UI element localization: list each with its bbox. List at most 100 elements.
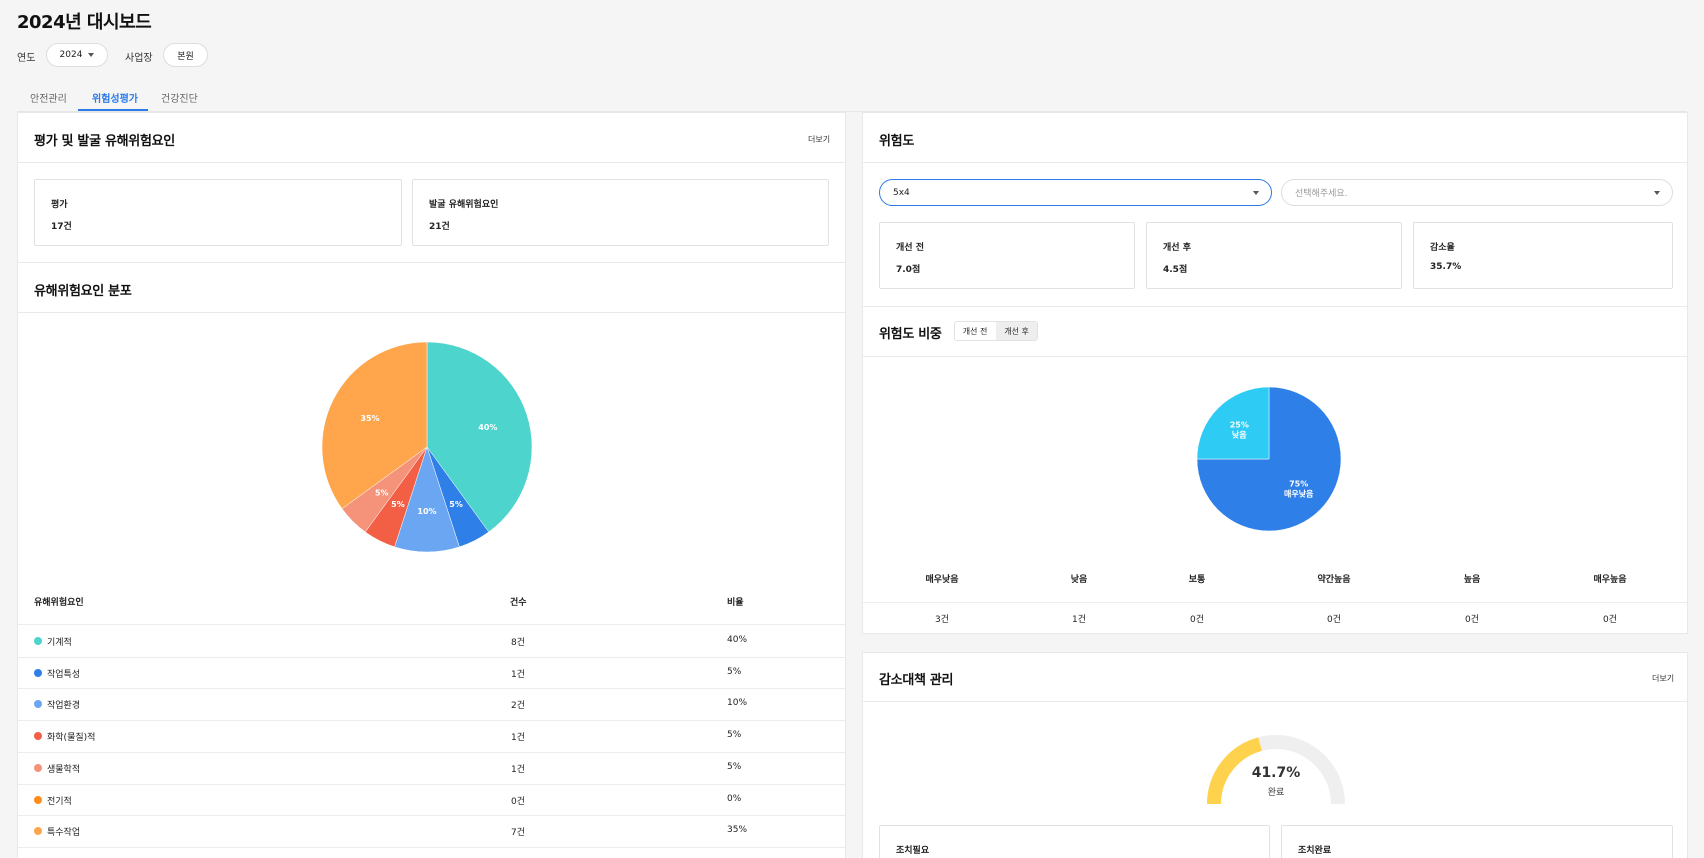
distribution-title: 유해위험요인 분포 xyxy=(34,284,132,299)
hazard-ratio: 10% xyxy=(727,698,748,709)
reduction-panel xyxy=(862,652,1688,858)
hazard-name: 생물학적 xyxy=(47,764,81,775)
level-header: 보통 xyxy=(1188,575,1206,585)
action-done-label: 조치완료 xyxy=(1298,846,1332,856)
legend-dot xyxy=(34,732,42,741)
gauge-fill xyxy=(1207,737,1263,805)
hazard-name: 기계적 xyxy=(47,638,72,648)
legend-dot xyxy=(34,795,42,804)
hazard-pie-label: 10% xyxy=(417,507,436,516)
reduction-more-link[interactable]: 더보기 xyxy=(1652,674,1675,683)
tab-risk-assessment[interactable]: 위험성평가 xyxy=(92,94,138,105)
hazard-ratio: 0% xyxy=(727,793,742,804)
hazard-count: 1건 xyxy=(511,669,526,680)
hazard-more-link[interactable]: 더보기 xyxy=(808,135,831,144)
level-header: 약간높음 xyxy=(1317,575,1351,585)
hazard-ratio: 5% xyxy=(727,761,742,772)
risk-pie-slice xyxy=(1196,386,1270,460)
divider xyxy=(18,815,845,817)
hazard-ratio: 40% xyxy=(727,635,748,645)
hazard-name: 작업환경 xyxy=(47,701,81,712)
site-select[interactable]: 본원 xyxy=(163,43,208,67)
found-hazard-value: 21건 xyxy=(429,222,450,232)
site-label: 사업장 xyxy=(125,53,153,64)
hazard-count: 1건 xyxy=(511,764,526,775)
level-count: 0건 xyxy=(1326,615,1341,625)
hazard-pie-slice xyxy=(321,341,428,510)
year-select[interactable]: 2024 xyxy=(46,43,108,67)
level-header: 낮음 xyxy=(1070,575,1088,585)
divider xyxy=(18,751,845,753)
legend-dot xyxy=(34,700,42,709)
year-label: 연도 xyxy=(17,53,36,64)
chevron-down-icon xyxy=(88,53,95,57)
divider xyxy=(18,624,845,625)
reduction-rate-card xyxy=(1413,222,1673,289)
gauge-value: 41.7% xyxy=(1251,765,1301,781)
level-header: 높음 xyxy=(1463,575,1481,585)
reduction-panel-title: 감소대책 관리 xyxy=(879,673,954,688)
reduction-rate-label: 감소율 xyxy=(1430,243,1455,253)
hazard-name: 전기적 xyxy=(47,796,72,807)
legend-dot xyxy=(34,637,42,645)
action-done-card xyxy=(1281,825,1673,858)
tab-health-check[interactable]: 건강진단 xyxy=(161,94,198,105)
after-score-value: 4.5점 xyxy=(1163,265,1188,275)
hazard-name: 특수작업 xyxy=(47,828,81,839)
hazard-name: 화학(물질)적 xyxy=(47,733,96,744)
divider xyxy=(18,262,845,263)
risk-ratio-title: 위험도 비중 xyxy=(879,327,942,342)
chevron-down-icon xyxy=(1253,191,1259,195)
hazard-pie-label: 5% xyxy=(391,500,405,509)
hazard-count: 0건 xyxy=(511,796,526,807)
divider xyxy=(863,701,1687,702)
divider xyxy=(863,162,1687,163)
divider xyxy=(863,306,1687,307)
year-select-value: 2024 xyxy=(59,50,83,60)
hazard-ratio: 5% xyxy=(727,730,742,741)
after-score-label: 개선 후 xyxy=(1163,243,1191,253)
col-header-count: 건수 xyxy=(510,598,527,608)
hazard-count: 2건 xyxy=(511,701,526,712)
level-count: 1건 xyxy=(1071,615,1086,625)
divider xyxy=(863,602,1687,603)
gauge-label: 완료 xyxy=(1267,788,1285,798)
col-header-hazard: 유해위험요인 xyxy=(34,598,84,608)
assessment-select-placeholder: 선택해주세요. xyxy=(1295,189,1348,199)
action-needed-label: 조치필요 xyxy=(896,846,930,856)
tab-safety[interactable]: 안전관리 xyxy=(30,94,67,105)
hazard-count: 7건 xyxy=(511,828,526,839)
page-title: 2024년 대시보드 xyxy=(17,12,152,33)
col-header-ratio: 비율 xyxy=(727,598,744,608)
divider xyxy=(18,162,845,163)
hazard-pie-label: 35% xyxy=(360,414,379,423)
divider xyxy=(18,656,845,658)
level-count: 0건 xyxy=(1189,615,1204,625)
divider xyxy=(18,783,845,785)
found-hazard-card xyxy=(412,179,829,246)
hazard-ratio: 35% xyxy=(727,825,748,836)
level-count: 3건 xyxy=(934,615,949,625)
assessment-value: 17건 xyxy=(51,222,72,232)
divider xyxy=(863,356,1687,357)
assessment-select[interactable]: 선택해주세요. xyxy=(1281,179,1673,206)
reduction-rate-value: 35.7% xyxy=(1430,262,1462,272)
active-tab-indicator xyxy=(78,109,148,111)
hazard-pie-label: 40% xyxy=(478,423,497,432)
hazard-count: 8건 xyxy=(511,638,526,648)
hazard-pie-slice xyxy=(426,341,533,533)
toggle-before[interactable]: 개선 전 xyxy=(962,326,988,336)
found-hazard-label: 발굴 유해위험요인 xyxy=(429,200,499,210)
site-select-value: 본원 xyxy=(177,51,194,62)
chevron-down-icon xyxy=(1654,191,1660,195)
assessment-card xyxy=(34,179,402,246)
hazard-panel-title: 평가 및 발굴 유해위험요인 xyxy=(34,134,175,149)
matrix-select[interactable]: 5x4 xyxy=(879,179,1272,206)
divider xyxy=(18,688,845,690)
toggle-after[interactable]: 개선 후 xyxy=(996,322,1037,340)
tab-divider xyxy=(17,111,1687,112)
legend-dot xyxy=(34,668,42,677)
after-score-card xyxy=(1146,222,1402,289)
before-score-value: 7.0점 xyxy=(896,265,921,275)
legend-dot xyxy=(34,827,42,836)
